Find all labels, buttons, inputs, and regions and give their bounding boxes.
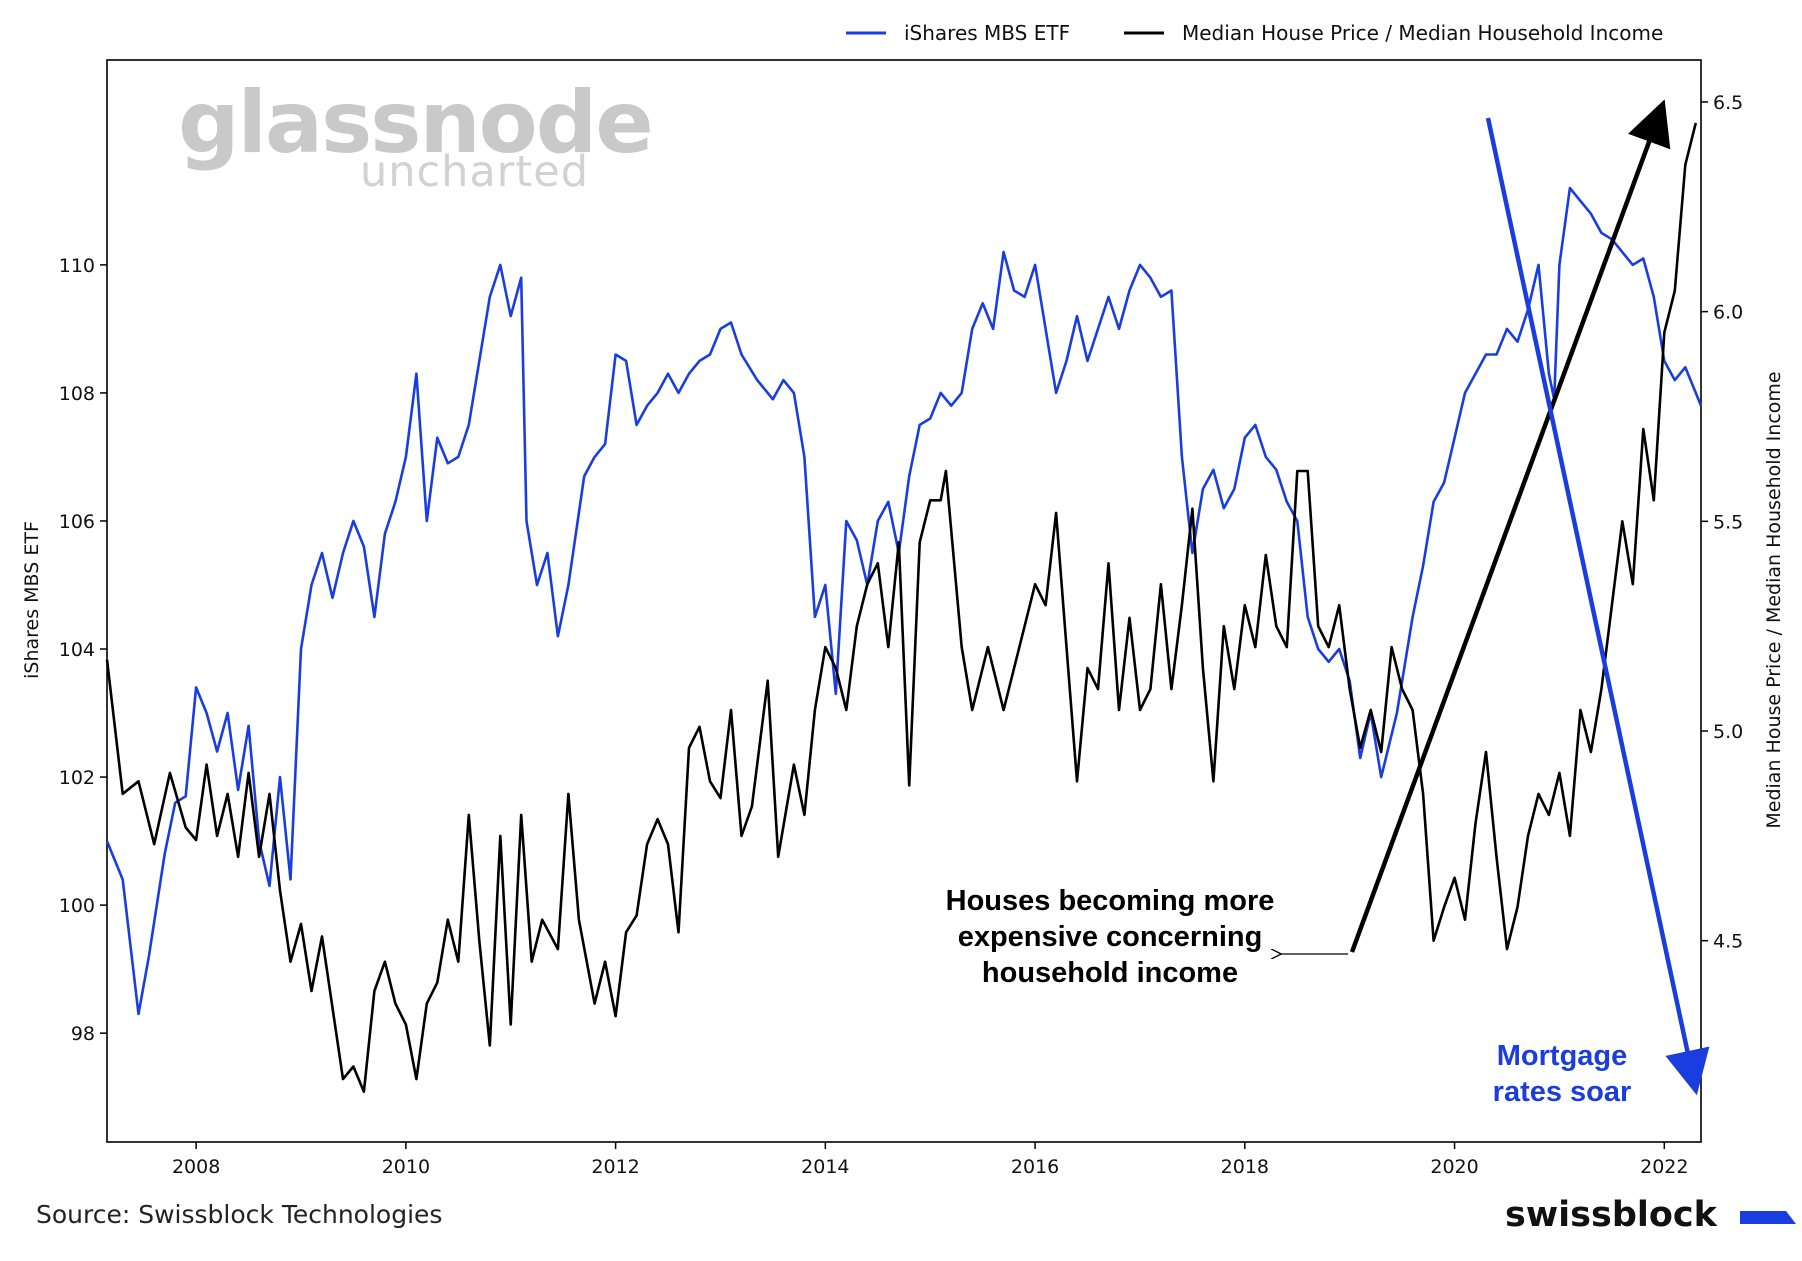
left-y-tick-label: 108: [59, 383, 95, 405]
series-line-mbs-etf: [105, 186, 1703, 1016]
annotation-houses-line1: Houses becoming more: [946, 885, 1275, 917]
right-axis-label: Median House Price / Median Household In…: [1763, 371, 1785, 828]
x-tick-label: 2022: [1640, 1156, 1688, 1178]
right-y-tick-label: 4.5: [1713, 931, 1743, 953]
left-y-tick-label: 102: [59, 767, 95, 789]
annotation-houses-line3: household income: [982, 957, 1238, 989]
left-y-tick-label: 110: [59, 255, 95, 277]
x-tick-label: 2018: [1221, 1156, 1269, 1178]
right-y-tick-label: 6.0: [1713, 302, 1743, 324]
right-y-tick-label: 5.5: [1713, 511, 1743, 533]
left-y-tick-label: 100: [59, 895, 95, 917]
trend-arrow-up: [1349, 99, 1671, 953]
legend-label-ratio: Median House Price / Median Household In…: [1182, 21, 1663, 45]
annotation-houses: Houses becoming more expensive concernin…: [946, 885, 1275, 989]
legend: iShares MBS ETF Median House Price / Med…: [846, 21, 1663, 45]
legend-label-mbs: iShares MBS ETF: [904, 21, 1070, 45]
right-y-axis: 4.5 5.0 5.5 6.0 6.5: [1701, 92, 1743, 953]
right-y-tick-label: 6.5: [1713, 92, 1743, 114]
x-tick-label: 2012: [591, 1156, 639, 1178]
left-y-axis: 98 100 102 104 106 108 110: [59, 255, 107, 1045]
watermark-main: glassnode: [178, 73, 652, 173]
brand-logo-mark: [1740, 1211, 1796, 1224]
x-tick-label: 2016: [1011, 1156, 1059, 1178]
brand-logo-text: swissblock: [1505, 1195, 1718, 1235]
annotation-mortgage-line2: rates soar: [1493, 1076, 1632, 1108]
series-line-house-income-ratio: [105, 122, 1698, 1093]
x-tick-label: 2010: [382, 1156, 430, 1178]
x-tick-label: 2020: [1430, 1156, 1478, 1178]
annotation-mortgage-line1: Mortgage: [1497, 1040, 1628, 1072]
source-note: Source: Swissblock Technologies: [36, 1200, 442, 1229]
left-y-tick-label: 106: [59, 511, 95, 533]
series-layer: [105, 122, 1703, 1093]
x-tick-label: 2014: [801, 1156, 849, 1178]
annotation-houses-line2: expensive concerning: [958, 921, 1263, 953]
left-y-tick-label: 98: [71, 1023, 95, 1045]
plot-frame: [106, 59, 1702, 1143]
watermark-sub: uncharted: [360, 147, 589, 197]
annotation-mortgage: Mortgage rates soar: [1493, 1040, 1632, 1108]
x-tick-label: 2008: [172, 1156, 220, 1178]
trend-arrow-down: [1485, 117, 1710, 1096]
x-axis: 2008 2010 2012 2014 2016 2018 2020 2022: [172, 1142, 1688, 1178]
right-y-tick-label: 5.0: [1713, 721, 1743, 743]
left-y-tick-label: 104: [59, 639, 95, 661]
left-axis-label: iShares MBS ETF: [21, 521, 43, 679]
